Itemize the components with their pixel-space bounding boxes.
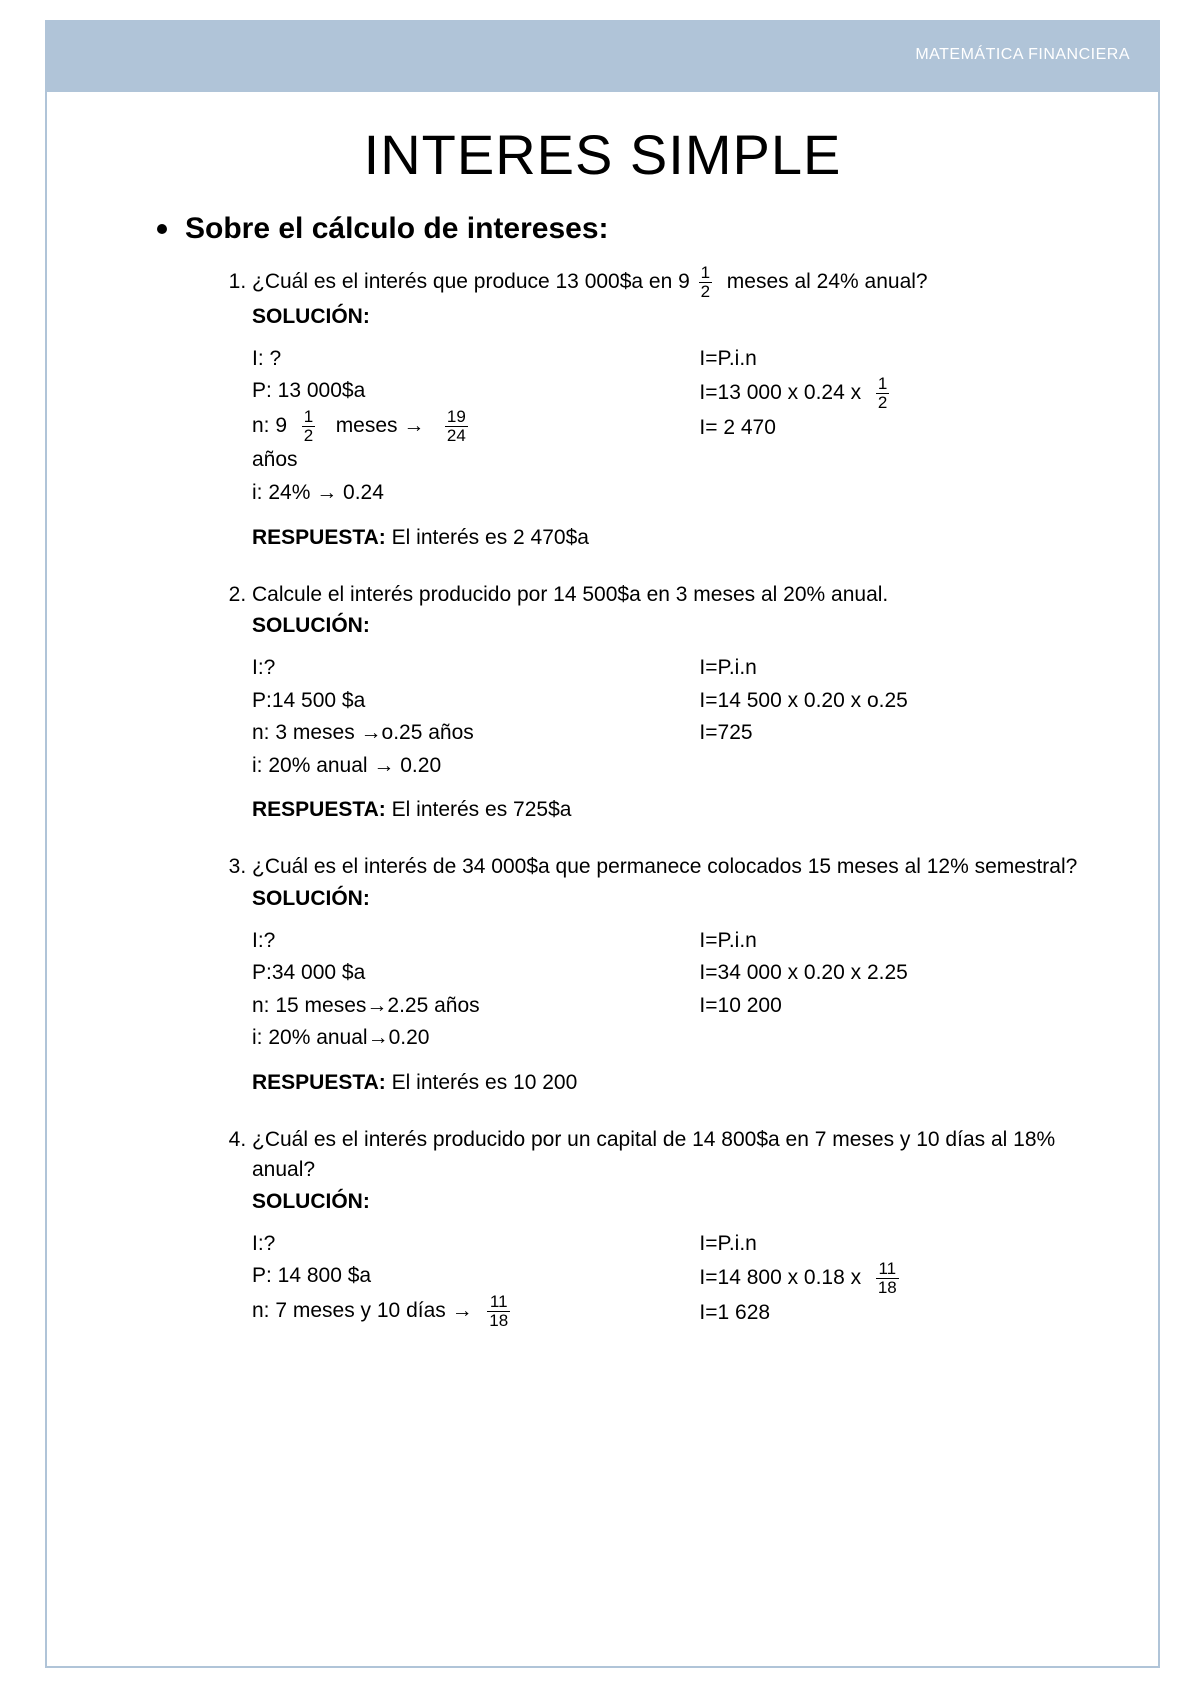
p4-r3: I=1 628 — [699, 1297, 1088, 1330]
respuesta-label: RESPUESTA: — [252, 1071, 386, 1094]
problem-1-right: I=P.i.n I=13 000 x 0.24 x 1 2 I= 2 470 — [699, 343, 1088, 510]
p3-resp: El interés es 10 200 — [392, 1071, 578, 1094]
problem-2-solution: I:? P:14 500 $a n: 3 meses →o.25 años i:… — [252, 652, 1088, 782]
p1-l3-f1d: 2 — [302, 427, 315, 445]
problem-2-respuesta: RESPUESTA: El interés es 725$a — [252, 798, 1088, 822]
q1-frac: 1 2 — [699, 264, 712, 301]
p1-l5: i: 24% → 0.24 — [252, 477, 679, 510]
section-heading: Sobre el cálculo de intereses: — [157, 212, 1108, 246]
p3-l3: n: 15 meses→2.25 años — [252, 990, 679, 1023]
p1-r2: I=13 000 x 0.24 x 1 2 — [699, 375, 1088, 412]
problem-2-left: I:? P:14 500 $a n: 3 meses →o.25 años i:… — [252, 652, 679, 782]
respuesta-label: RESPUESTA: — [252, 526, 386, 549]
header-subject: MATEMÁTICA FINANCIERA — [915, 46, 1130, 64]
p4-r1: I=P.i.n — [699, 1228, 1088, 1261]
problem-3-respuesta: RESPUESTA: El interés es 10 200 — [252, 1071, 1088, 1095]
p4-r2-fn: 11 — [876, 1260, 899, 1279]
q1-pre: ¿Cuál es el interés que produce 13 000$a… — [252, 270, 690, 293]
solucion-label: SOLUCIÓN: — [252, 305, 370, 328]
p1-r2-pre: I=13 000 x 0.24 x — [699, 381, 861, 404]
p4-l3-fn: 11 — [487, 1293, 510, 1312]
p4-r2-frac: 11 18 — [876, 1260, 899, 1297]
p1-r2-frac: 1 2 — [876, 375, 889, 412]
p3-r2: I=34 000 x 0.20 x 2.25 — [699, 957, 1088, 990]
p3-r1: I=P.i.n — [699, 925, 1088, 958]
p1-resp: El interés es 2 470$a — [392, 526, 589, 549]
problem-1-respuesta: RESPUESTA: El interés es 2 470$a — [252, 526, 1088, 550]
p1-l3-frac2: 19 24 — [445, 408, 468, 445]
p4-r2-pre: I=14 800 x 0.18 x — [699, 1266, 861, 1289]
problem-4-left: I:? P: 14 800 $a n: 7 meses y 10 días → … — [252, 1228, 679, 1330]
p2-resp: El interés es 725$a — [392, 798, 572, 821]
problem-2-right: I=P.i.n I=14 500 x 0.20 x o.25 I=725 — [699, 652, 1088, 782]
p2-l3: n: 3 meses →o.25 años — [252, 717, 679, 750]
p4-r2-fd: 18 — [876, 1279, 899, 1297]
p3-l4: i: 20% anual→0.20 — [252, 1022, 679, 1055]
q1-frac-den: 2 — [699, 283, 712, 301]
page-title: INTERES SIMPLE — [97, 122, 1108, 187]
p4-l3-pre: n: 7 meses y 10 días → — [252, 1299, 473, 1322]
problem-3: ¿Cuál es el interés de 34 000$a que perm… — [252, 852, 1108, 1095]
problems-list: ¿Cuál es el interés que produce 13 000$a… — [252, 264, 1108, 1329]
p4-r2: I=14 800 x 0.18 x 11 18 — [699, 1260, 1088, 1297]
header-band: MATEMÁTICA FINANCIERA — [45, 20, 1160, 90]
p4-l1: I:? — [252, 1228, 679, 1261]
problem-2: Calcule el interés producido por 14 500$… — [252, 580, 1108, 823]
problem-1: ¿Cuál es el interés que produce 13 000$a… — [252, 264, 1108, 550]
problem-3-left: I:? P:34 000 $a n: 15 meses→2.25 años i:… — [252, 925, 679, 1055]
problem-3-right: I=P.i.n I=34 000 x 0.20 x 2.25 I=10 200 — [699, 925, 1088, 1055]
problem-1-left: I: ? P: 13 000$a n: 9 1 2 meses → 19 24 — [252, 343, 679, 510]
p4-l3-fd: 18 — [487, 1312, 510, 1330]
p1-l1: I: ? — [252, 343, 679, 376]
p1-l4: años — [252, 444, 679, 477]
p3-l2: P:34 000 $a — [252, 957, 679, 990]
p2-l4: i: 20% anual → 0.20 — [252, 750, 679, 783]
q1-frac-num: 1 — [699, 264, 712, 283]
p2-r1: I=P.i.n — [699, 652, 1088, 685]
problem-4-solution: I:? P: 14 800 $a n: 7 meses y 10 días → … — [252, 1228, 1088, 1330]
p1-r1: I=P.i.n — [699, 343, 1088, 376]
p1-l3-f1n: 1 — [302, 408, 315, 427]
problem-4: ¿Cuál es el interés producido por un cap… — [252, 1125, 1108, 1330]
solucion-label: SOLUCIÓN: — [252, 1190, 370, 1213]
p4-l2: P: 14 800 $a — [252, 1260, 679, 1293]
p2-l1: I:? — [252, 652, 679, 685]
problem-1-question: ¿Cuál es el interés que produce 13 000$a… — [252, 264, 1088, 301]
p3-r3: I=10 200 — [699, 990, 1088, 1023]
respuesta-label: RESPUESTA: — [252, 798, 386, 821]
p1-l3-f2n: 19 — [445, 408, 468, 427]
p1-l3-frac1: 1 2 — [302, 408, 315, 445]
p1-l3: n: 9 1 2 meses → 19 24 — [252, 408, 679, 445]
p1-l2: P: 13 000$a — [252, 375, 679, 408]
p4-l3-frac: 11 18 — [487, 1293, 510, 1330]
problem-3-solution: I:? P:34 000 $a n: 15 meses→2.25 años i:… — [252, 925, 1088, 1055]
p1-r2-fd: 2 — [876, 394, 889, 412]
p4-l3: n: 7 meses y 10 días → 11 18 — [252, 1293, 679, 1330]
q1-post: meses al 24% anual? — [727, 270, 928, 293]
p1-l3-mid: meses → — [336, 414, 425, 437]
p1-r3: I= 2 470 — [699, 412, 1088, 445]
solucion-label: SOLUCIÓN: — [252, 887, 370, 910]
problem-3-question: ¿Cuál es el interés de 34 000$a que perm… — [252, 852, 1088, 882]
p1-l3-pre: n: 9 — [252, 414, 287, 437]
p3-l1: I:? — [252, 925, 679, 958]
bullet-icon — [157, 224, 167, 234]
problem-4-right: I=P.i.n I=14 800 x 0.18 x 11 18 I=1 628 — [699, 1228, 1088, 1330]
p2-l2: P:14 500 $a — [252, 685, 679, 718]
section-heading-text: Sobre el cálculo de intereses: — [185, 212, 609, 246]
problem-2-question: Calcule el interés producido por 14 500$… — [252, 580, 1088, 610]
solucion-label: SOLUCIÓN: — [252, 614, 370, 637]
problem-4-question: ¿Cuál es el interés producido por un cap… — [252, 1125, 1088, 1186]
problem-1-solution: I: ? P: 13 000$a n: 9 1 2 meses → 19 24 — [252, 343, 1088, 510]
page-frame: INTERES SIMPLE Sobre el cálculo de inter… — [45, 90, 1160, 1668]
p1-l3-f2d: 24 — [445, 427, 468, 445]
p2-r3: I=725 — [699, 717, 1088, 750]
p2-r2: I=14 500 x 0.20 x o.25 — [699, 685, 1088, 718]
p1-r2-fn: 1 — [876, 375, 889, 394]
